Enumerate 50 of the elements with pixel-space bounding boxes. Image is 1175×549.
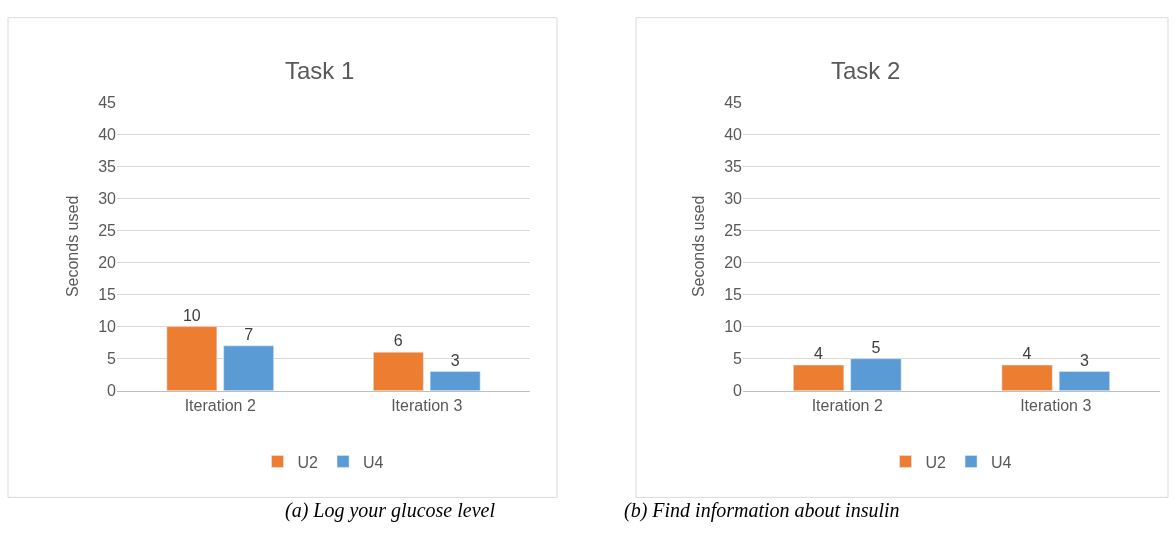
y-tick-label: 25 — [724, 221, 743, 239]
y-axis-title: Seconds used — [64, 195, 82, 298]
y-tick-label: 15 — [724, 286, 743, 304]
y-tick-label: 35 — [98, 157, 117, 175]
bar — [850, 358, 902, 391]
bar — [373, 352, 424, 391]
legend-label: U4 — [991, 453, 1012, 471]
data-label: 4 — [814, 345, 824, 363]
legend-label: U2 — [297, 453, 319, 471]
y-tick-label: 20 — [98, 254, 117, 272]
bar — [793, 364, 845, 391]
bar — [429, 371, 481, 391]
y-tick-label: 10 — [724, 318, 743, 336]
text: (a) Log your glucose level — [285, 499, 496, 522]
bar — [223, 345, 274, 391]
y-tick-label: 30 — [724, 189, 743, 207]
data-label: 3 — [450, 351, 460, 369]
y-tick-label: 10 — [98, 318, 117, 336]
text: (b) Find information about insulin — [624, 499, 900, 522]
y-tick-label: 40 — [724, 125, 743, 143]
y-tick-label: 0 — [733, 382, 743, 400]
data-label: 3 — [1079, 351, 1089, 369]
data-label: 4 — [1022, 345, 1032, 363]
y-tick-label: 45 — [98, 93, 117, 111]
y-tick-label: 30 — [98, 189, 117, 207]
y-tick-label: 25 — [98, 221, 117, 239]
data-label: 6 — [393, 332, 403, 350]
data-label: 7 — [244, 325, 254, 343]
x-tick-label: Iteration 2 — [811, 396, 883, 414]
y-tick-label: 20 — [724, 254, 743, 272]
chart-title: Task 1 — [285, 57, 355, 84]
y-tick-label: 0 — [107, 382, 117, 400]
x-tick-label: Iteration 3 — [1020, 396, 1092, 414]
y-tick-label: 5 — [733, 350, 743, 368]
bar — [1058, 371, 1110, 391]
chart-title: Task 2 — [831, 57, 901, 84]
x-tick-label: Iteration 2 — [184, 396, 256, 414]
y-axis-title: Seconds used — [690, 195, 708, 298]
y-tick-label: 15 — [98, 286, 117, 304]
y-tick-label: 45 — [724, 93, 743, 111]
data-label: 10 — [182, 306, 201, 324]
bar — [166, 326, 218, 391]
y-tick-label: 40 — [98, 125, 117, 143]
x-tick-label: Iteration 3 — [391, 396, 463, 414]
y-tick-label: 35 — [724, 157, 743, 175]
y-tick-label: 5 — [107, 350, 117, 368]
bar — [1001, 364, 1053, 391]
data-label: 5 — [871, 338, 881, 356]
legend-label: U2 — [925, 453, 947, 471]
legend-label: U4 — [363, 453, 384, 471]
